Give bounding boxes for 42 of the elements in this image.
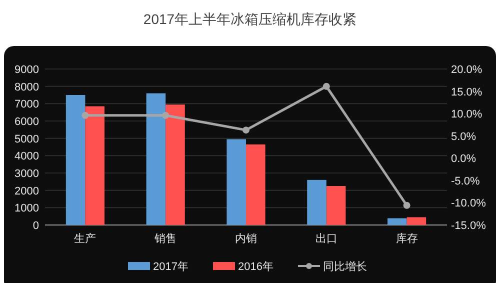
bar bbox=[388, 218, 407, 225]
legend-label: 2017年 bbox=[153, 261, 188, 273]
bar bbox=[406, 217, 426, 225]
y-tick-label: 3000 bbox=[14, 168, 39, 180]
x-tick-label: 生产 bbox=[74, 232, 96, 245]
bar bbox=[85, 106, 104, 225]
y-tick-label: 5000 bbox=[14, 133, 39, 146]
point bbox=[322, 82, 330, 90]
point bbox=[162, 112, 170, 119]
bar bbox=[146, 93, 166, 225]
bar bbox=[326, 186, 346, 225]
bar bbox=[66, 95, 86, 225]
y2-tick-label: 0.0% bbox=[451, 153, 476, 166]
bar bbox=[246, 144, 266, 225]
bar bbox=[307, 180, 326, 225]
x-tick-label: 出口 bbox=[315, 232, 338, 245]
y2-tick-label: 10.0% bbox=[451, 108, 482, 121]
y2-tick-label: 5.0% bbox=[451, 130, 476, 143]
point bbox=[242, 126, 250, 134]
x-tick-label: 内销 bbox=[235, 232, 257, 245]
chart-title: 2017年上半年冰箱压缩机库存收紧 bbox=[143, 11, 357, 27]
point bbox=[403, 202, 410, 209]
y-tick-label: 8000 bbox=[14, 81, 39, 94]
y2-tick-label: 20.0% bbox=[451, 64, 482, 76]
bar bbox=[226, 139, 246, 225]
legend-label: 同比增长 bbox=[323, 260, 367, 273]
y-tick-label: 2000 bbox=[14, 185, 39, 198]
y2-tick-label: 15.0% bbox=[451, 86, 482, 98]
y2-tick-label: -5.0% bbox=[451, 175, 480, 188]
legend-label: 2016年 bbox=[238, 261, 274, 273]
y-tick-label: 7000 bbox=[14, 98, 39, 111]
y-tick-label: 4000 bbox=[14, 150, 39, 163]
y-tick-label: 6000 bbox=[14, 116, 39, 128]
x-tick-label: 库存 bbox=[396, 232, 418, 245]
y2-tick-label: -10.0% bbox=[451, 198, 486, 210]
y-tick-label: 1000 bbox=[14, 202, 39, 215]
x-tick-label: 销售 bbox=[154, 233, 177, 245]
y-tick-label: 9000 bbox=[14, 64, 39, 76]
point bbox=[82, 112, 89, 119]
y2-tick-label: -15.0% bbox=[451, 220, 486, 232]
y-tick-label: 0 bbox=[32, 220, 39, 232]
bar bbox=[166, 104, 185, 225]
